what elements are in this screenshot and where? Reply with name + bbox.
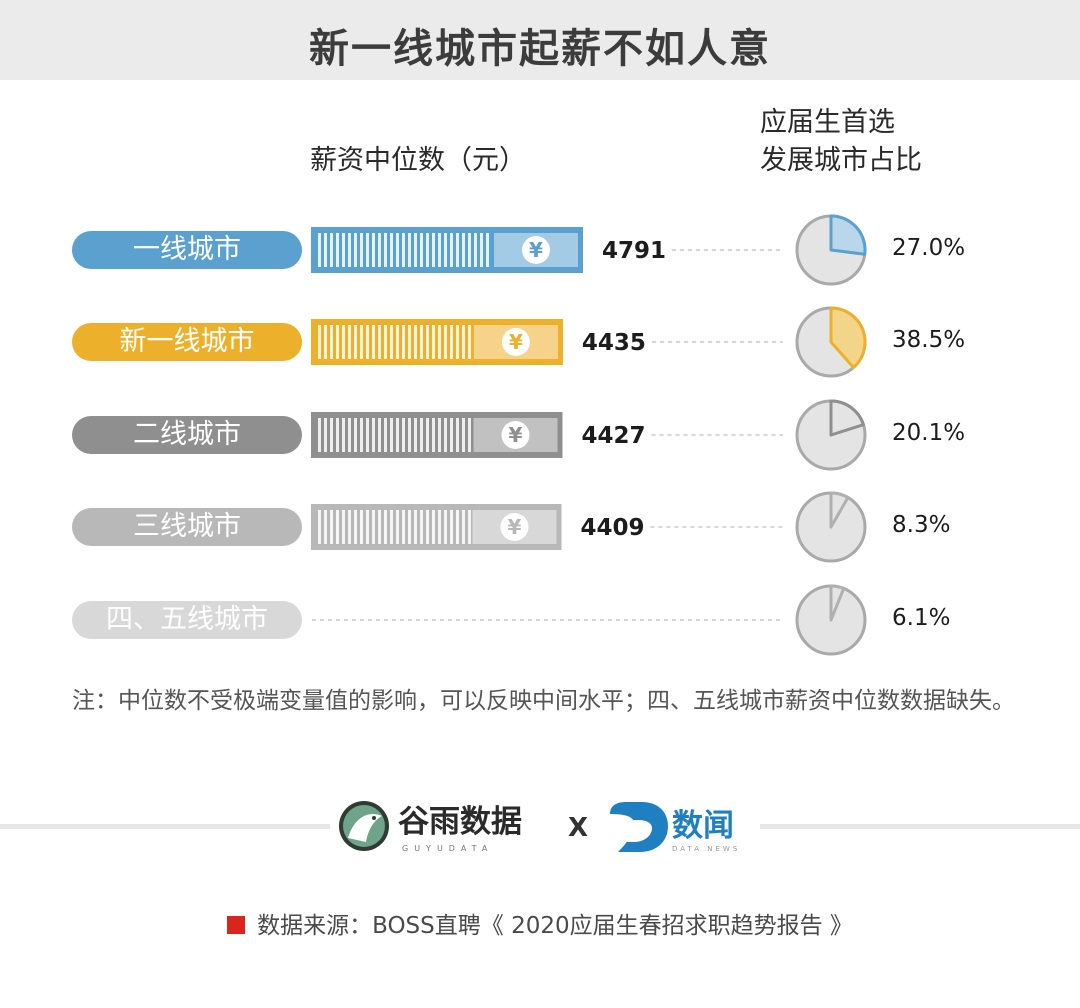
share-value-label: 6.1% xyxy=(892,605,951,631)
salary-value-label: 4435 xyxy=(582,330,646,356)
category-label: 四、五线城市 xyxy=(72,601,302,639)
share-value-label: 38.5% xyxy=(892,327,966,353)
footnote: 注：中位数不受极端变量值的影响，可以反映中间水平；四、五线城市薪资中位数数据缺失… xyxy=(72,688,1015,714)
salary-bar: ¥ xyxy=(311,227,583,273)
svg-text:¥: ¥ xyxy=(508,515,522,539)
svg-text:¥: ¥ xyxy=(509,330,523,354)
category-label: 一线城市 xyxy=(72,231,302,269)
salary-bar: ¥ xyxy=(311,412,563,458)
svg-text:¥: ¥ xyxy=(509,423,523,447)
yen-icon xyxy=(500,513,529,541)
share-value-label: 27.0% xyxy=(892,235,966,261)
salary-bar: ¥ xyxy=(311,319,563,365)
salary-column-header: 薪资中位数（元） xyxy=(310,145,526,176)
source-text: 数据来源：BOSS直聘《 2020应届生春招求职趋势报告 》 xyxy=(257,913,853,939)
footer-divider-left xyxy=(0,824,330,829)
shuwen-logo-name: 数闻 xyxy=(672,808,734,844)
salary-share-chart: ¥4791 ¥ 4435 ¥ 4427 ¥ 4409 xyxy=(311,214,867,656)
share-slice xyxy=(829,306,867,370)
share-slice xyxy=(829,214,867,256)
shuwen-logo: 数闻 DATA NEWS xyxy=(606,796,756,856)
category-label: 三线城市 xyxy=(72,508,302,546)
share-slice xyxy=(829,399,865,437)
source-line: 数据来源：BOSS直聘《 2020应届生春招求职趋势报告 》 xyxy=(0,906,1080,940)
source-marker-icon xyxy=(227,916,246,934)
salary-bar: ¥ xyxy=(311,504,562,550)
times-text: X xyxy=(568,813,588,843)
page-title: 新一线城市起薪不如人意 xyxy=(309,26,771,72)
share-value-label: 20.1% xyxy=(892,420,966,446)
yen-icon xyxy=(522,236,550,264)
share-column-header-line1: 应届生首选 xyxy=(760,107,895,138)
guyu-logo-sub: GUYUDATA xyxy=(402,844,493,853)
yen-icon xyxy=(501,421,530,449)
share-slice xyxy=(829,584,846,622)
times-sign: X xyxy=(564,796,604,856)
category-label: 新一线城市 xyxy=(72,323,302,361)
yen-icon xyxy=(501,328,530,356)
salary-value-label: 4791 xyxy=(602,238,666,264)
share-value-label: 8.3% xyxy=(892,512,951,538)
footer-divider-right xyxy=(760,824,1080,829)
salary-value-label: 4409 xyxy=(580,515,644,541)
title-band xyxy=(0,0,1080,80)
share-slice xyxy=(829,491,850,529)
guyu-logo-name: 谷雨数据 xyxy=(398,804,522,840)
shuwen-logo-sub: DATA NEWS xyxy=(672,845,740,853)
guyu-data-logo: 谷雨数据 GUYUDATA xyxy=(338,796,548,856)
share-column-header-line2: 发展城市占比 xyxy=(760,145,922,176)
category-label: 二线城市 xyxy=(72,416,302,454)
salary-value-label: 4427 xyxy=(581,423,645,449)
svg-text:¥: ¥ xyxy=(529,238,543,262)
